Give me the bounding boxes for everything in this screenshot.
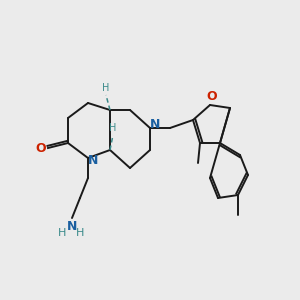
- Text: N: N: [67, 220, 77, 232]
- Text: H: H: [76, 228, 84, 238]
- Text: H: H: [109, 123, 117, 133]
- Text: H: H: [102, 83, 110, 93]
- Text: N: N: [150, 118, 160, 131]
- Text: O: O: [36, 142, 46, 154]
- Text: N: N: [88, 154, 98, 167]
- Text: H: H: [58, 228, 66, 238]
- Text: O: O: [207, 91, 217, 103]
